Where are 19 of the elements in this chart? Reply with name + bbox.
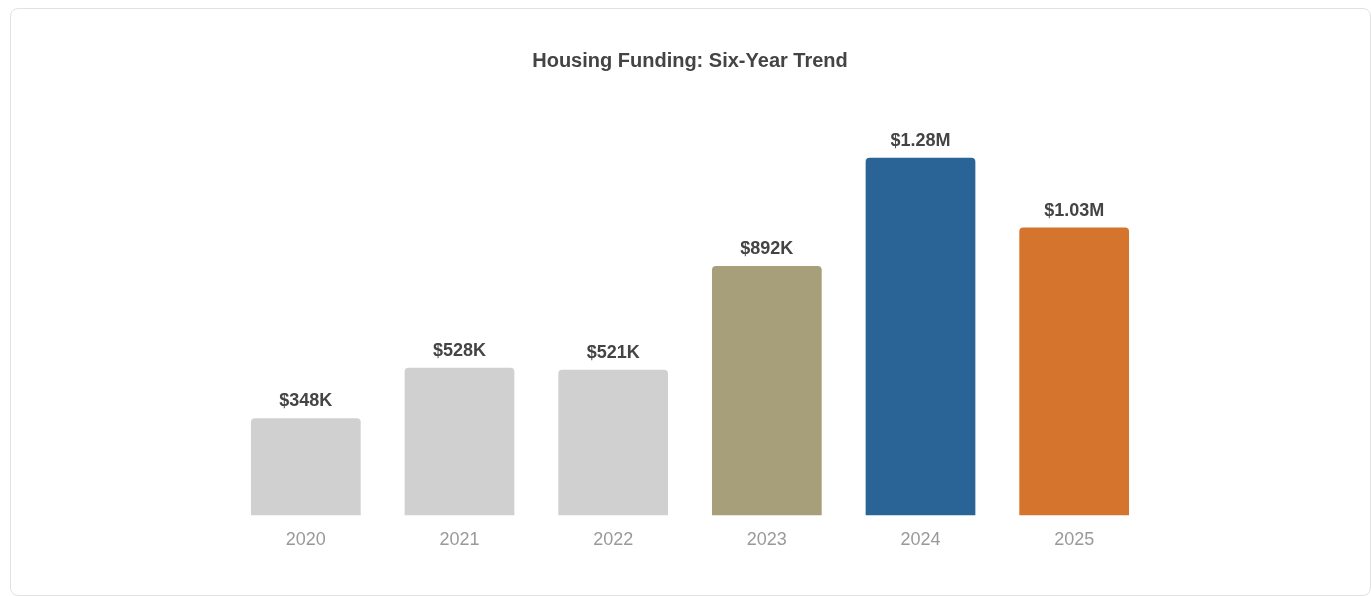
bar xyxy=(404,367,515,516)
data-label: $1.28M xyxy=(890,129,951,150)
x-tick-label: 2023 xyxy=(746,529,787,550)
data-label: $528K xyxy=(432,339,487,360)
bar xyxy=(558,369,669,516)
x-tick-label: 2024 xyxy=(900,529,941,550)
x-tick-label: 2020 xyxy=(285,529,326,550)
x-tick-label: 2025 xyxy=(1054,529,1095,550)
data-label: $892K xyxy=(740,238,794,259)
data-label: $1.03M xyxy=(1044,199,1105,220)
bar xyxy=(1019,227,1130,516)
chart-title: Housing Funding: Six-Year Trend xyxy=(532,48,848,71)
data-label: $348K xyxy=(279,390,333,411)
x-tick-label: 2021 xyxy=(439,529,480,550)
bar xyxy=(250,418,361,516)
bar xyxy=(711,266,822,516)
x-tick-label: 2022 xyxy=(593,529,634,550)
data-label: $521K xyxy=(586,341,640,362)
bar xyxy=(865,157,976,516)
